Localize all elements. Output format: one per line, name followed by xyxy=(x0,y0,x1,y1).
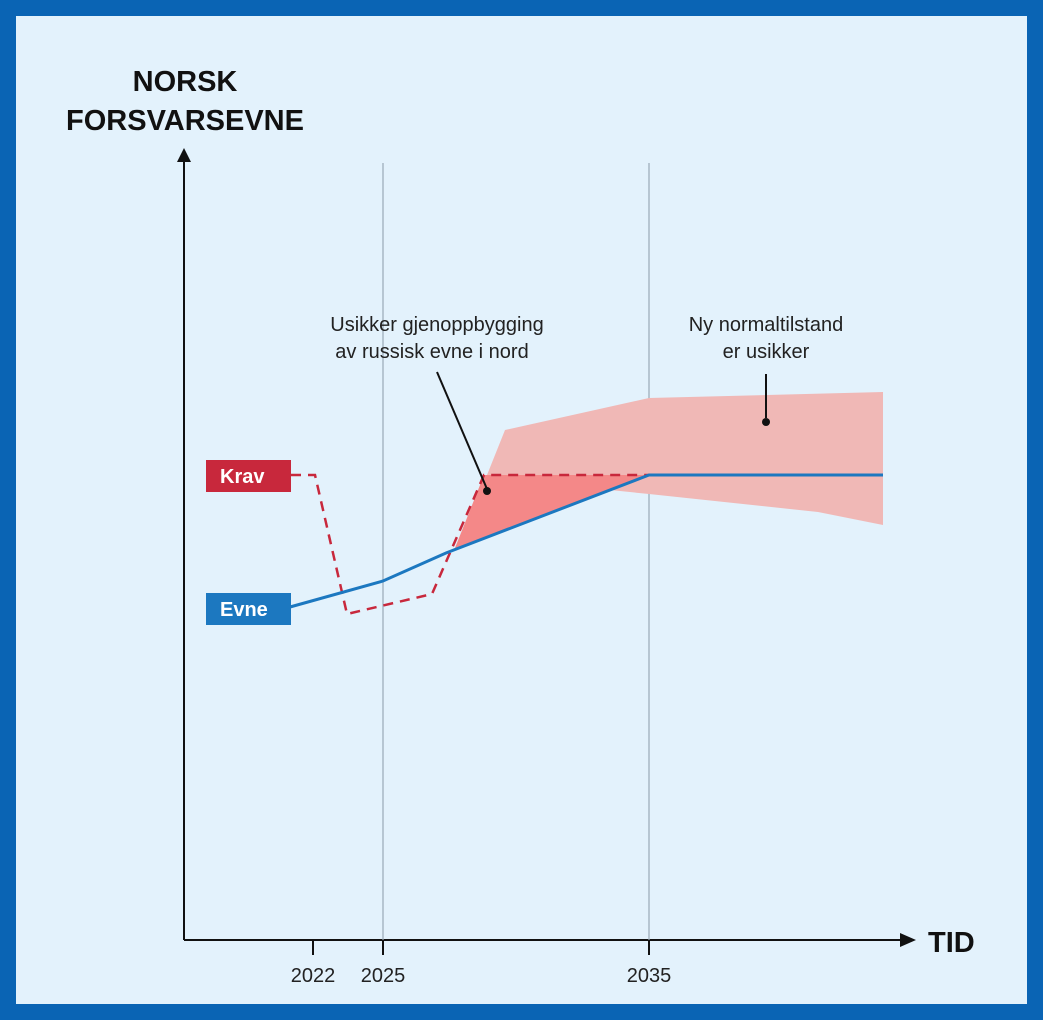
x-tick-label-2025: 2025 xyxy=(361,965,406,987)
annotation-dot-russisk xyxy=(483,487,491,495)
annotation-pointer-russisk xyxy=(436,371,488,490)
krav-tag-label: Krav xyxy=(220,466,265,488)
annotation-russisk-line-2: av russisk evne i nord xyxy=(335,341,528,363)
x-axis-arrowhead xyxy=(900,933,916,947)
y-axis-title-line-1: NORSK xyxy=(133,66,238,98)
annotation-normaltilstand-line-1: Ny normaltilstand xyxy=(689,314,844,336)
uncertainty-band-future xyxy=(487,392,883,525)
evne-tag-label: Evne xyxy=(220,599,268,621)
evne-line xyxy=(289,473,883,609)
y-axis-arrowhead xyxy=(177,148,191,162)
x-tick-label-2022: 2022 xyxy=(291,965,336,987)
x-tick-label-2035: 2035 xyxy=(627,965,672,987)
annotation-dot-normaltilstand xyxy=(762,418,770,426)
annotation-normaltilstand-line-2: er usikker xyxy=(723,341,810,363)
krav-tag-box xyxy=(206,460,291,492)
evne-tag-box xyxy=(206,593,291,625)
x-axis-title: TID xyxy=(928,927,975,959)
y-axis-title-line-2: FORSVARSEVNE xyxy=(66,105,304,137)
annotation-russisk-line-1: Usikker gjenoppbygging xyxy=(330,314,543,336)
krav-line xyxy=(291,473,649,616)
